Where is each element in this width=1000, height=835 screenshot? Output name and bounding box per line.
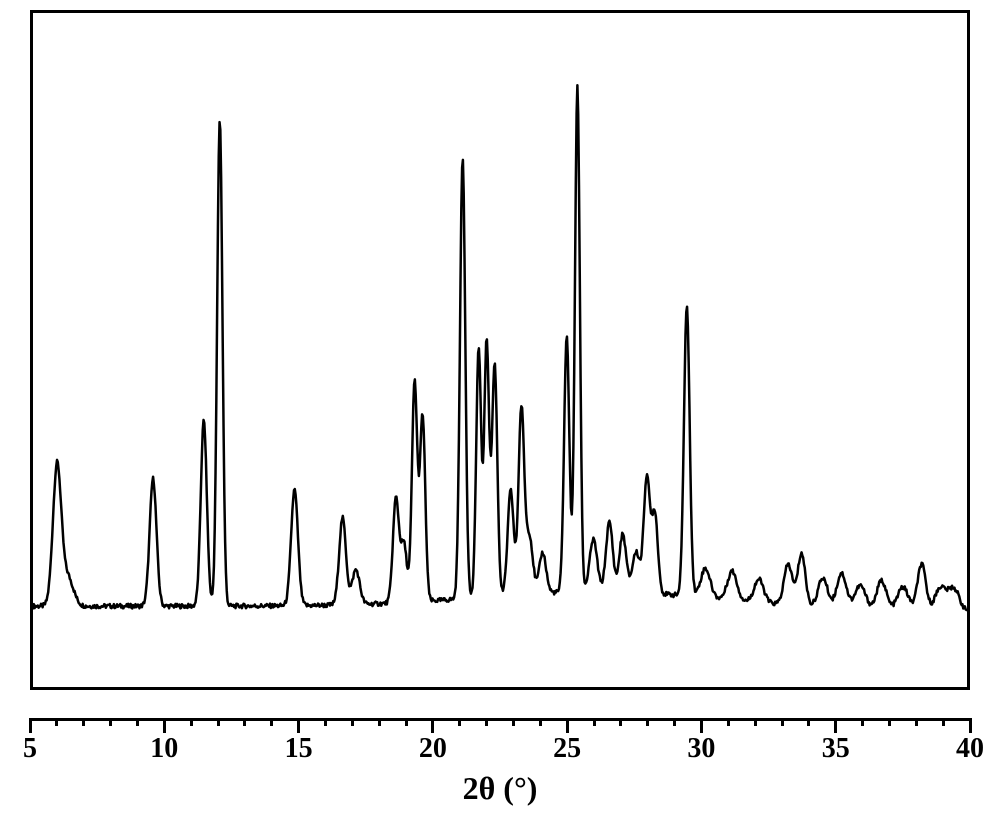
x-tick-label: 35 xyxy=(822,733,850,765)
x-tick-major xyxy=(29,718,32,733)
x-tick-minor xyxy=(915,718,918,726)
x-tick-label: 5 xyxy=(23,733,37,765)
x-tick-major xyxy=(297,718,300,733)
x-tick-minor xyxy=(727,718,730,726)
x-tick-label: 20 xyxy=(419,733,447,765)
x-tick-minor xyxy=(619,718,622,726)
x-tick-minor xyxy=(512,718,515,726)
x-tick-minor xyxy=(270,718,273,726)
x-tick-minor xyxy=(807,718,810,726)
x-tick-minor xyxy=(378,718,381,726)
x-tick-minor xyxy=(55,718,58,726)
x-tick-minor xyxy=(539,718,542,726)
xrd-trace xyxy=(33,13,967,687)
x-tick-minor xyxy=(82,718,85,726)
x-tick-minor xyxy=(405,718,408,726)
x-tick-minor xyxy=(861,718,864,726)
x-tick-minor xyxy=(754,718,757,726)
x-tick-minor xyxy=(136,718,139,726)
x-tick-minor xyxy=(324,718,327,726)
x-tick-major xyxy=(566,718,569,733)
x-tick-major xyxy=(969,718,972,733)
x-axis-label: 2θ (°) xyxy=(0,770,1000,807)
plot-area xyxy=(30,10,970,690)
x-axis: 510152025303540 xyxy=(30,718,970,763)
xrd-figure: 5 10 15 20 25 30 35 40 2θ (°) xyxy=(0,0,1000,835)
x-tick-minor xyxy=(217,718,220,726)
x-tick-major xyxy=(700,718,703,733)
x-tick-major xyxy=(163,718,166,733)
x-tick-minor xyxy=(485,718,488,726)
x-tick-label: 15 xyxy=(285,733,313,765)
x-tick-minor xyxy=(673,718,676,726)
x-tick-minor xyxy=(243,718,246,726)
x-tick-minor xyxy=(781,718,784,726)
x-tick-minor xyxy=(351,718,354,726)
x-tick-minor xyxy=(109,718,112,726)
x-tick-label: 30 xyxy=(687,733,715,765)
x-tick-minor xyxy=(458,718,461,726)
x-tick-minor xyxy=(942,718,945,726)
x-tick-minor xyxy=(888,718,891,726)
x-tick-label: 10 xyxy=(150,733,178,765)
x-axis-line xyxy=(30,718,970,721)
x-tick-label: 40 xyxy=(956,733,984,765)
x-tick-minor xyxy=(646,718,649,726)
x-tick-label: 25 xyxy=(553,733,581,765)
x-tick-minor xyxy=(593,718,596,726)
x-tick-major xyxy=(834,718,837,733)
x-tick-minor xyxy=(190,718,193,726)
x-tick-major xyxy=(431,718,434,733)
